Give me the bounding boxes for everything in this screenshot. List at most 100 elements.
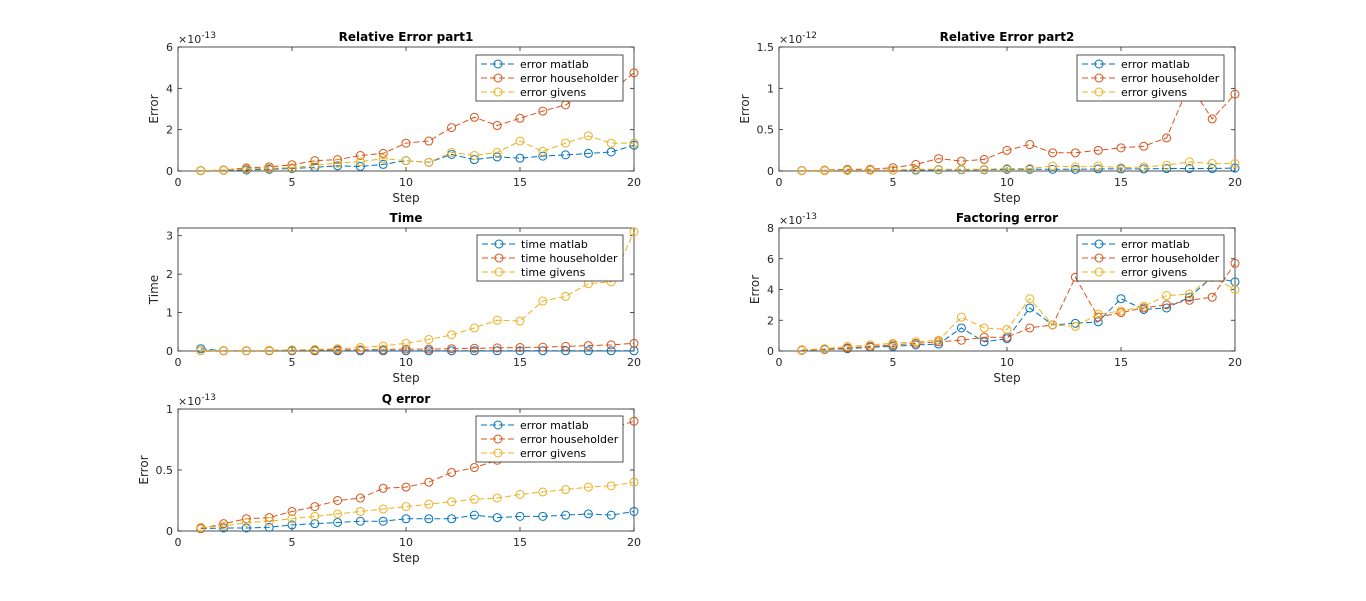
chart-relative-error-part1-xlabel: Step <box>392 191 419 205</box>
chart-q-error-legend-swatch-marker <box>493 434 503 444</box>
chart-q-error-xtick-label: 10 <box>399 536 413 549</box>
chart-factoring-error-point-givens <box>1116 306 1126 316</box>
chart-time-point-givens <box>333 344 343 354</box>
chart-time-legend-entry: time givens <box>521 266 586 279</box>
chart-q-error-xtick-label: 15 <box>513 536 527 549</box>
chart-q-error-point-householder <box>469 463 479 473</box>
chart-relative-error-part2-point-householder <box>1139 141 1149 151</box>
chart-relative-error-part1-point-householder <box>515 113 525 123</box>
chart-relative-error-part2-point-matlab <box>1070 164 1080 174</box>
chart-factoring-error-point-householder <box>1093 312 1103 322</box>
chart-relative-error-part2-legend-entry: error householder <box>1121 72 1220 85</box>
chart-factoring-error-ytick-label: 0 <box>767 345 774 358</box>
chart-factoring-error-xtick-label: 5 <box>890 356 897 369</box>
chart-time-point-householder <box>355 345 365 355</box>
chart-relative-error-part2-point-givens <box>865 165 875 175</box>
chart-relative-error-part1-point-givens <box>447 147 457 157</box>
chart-relative-error-part1-exponent-label: ×10-13 <box>178 31 216 46</box>
chart-time-point-householder <box>606 340 616 350</box>
chart-relative-error-part2-ytick-label: 0 <box>767 165 774 178</box>
chart-relative-error-part2-point-givens <box>1230 159 1240 169</box>
chart-relative-error-part1-point-householder <box>424 136 434 146</box>
chart-relative-error-part1-ytick-label: 6 <box>166 41 173 54</box>
chart-factoring-error-xtick-label: 0 <box>776 356 783 369</box>
chart-relative-error-part1-point-givens <box>355 157 365 167</box>
chart-factoring-error-point-givens <box>934 335 944 345</box>
chart-relative-error-part1-point-matlab <box>583 148 593 158</box>
chart-relative-error-part2-point-householder <box>1207 114 1217 124</box>
chart-factoring-error-point-matlab <box>956 323 966 333</box>
chart-relative-error-part1-point-matlab <box>561 150 571 160</box>
chart-relative-error-part2-xtick-label: 0 <box>776 176 783 189</box>
chart-factoring-error-point-givens <box>1002 324 1012 334</box>
chart-q-error: 0 5 10 15 20 0 0.5 1 ×10-13 Q error Step Error error… <box>137 392 641 565</box>
chart-time-point-givens <box>424 334 434 344</box>
chart-time-legend-entry: time householder <box>521 252 618 265</box>
chart-q-error-point-givens <box>606 481 616 491</box>
chart-factoring-error-point-givens <box>1025 294 1035 304</box>
chart-relative-error-part1-point-givens <box>241 164 251 174</box>
chart-relative-error-part1-point-matlab <box>538 151 548 161</box>
chart-relative-error-part1-point-givens <box>583 131 593 141</box>
chart-relative-error-part1-point-matlab <box>629 140 639 150</box>
chart-time-xtick-label: 0 <box>175 356 182 369</box>
chart-time-point-householder <box>629 338 639 348</box>
chart-relative-error-part1-point-givens <box>538 146 548 156</box>
chart-relative-error-part1-point-givens <box>469 151 479 160</box>
chart-q-error-point-matlab <box>287 520 297 530</box>
chart-relative-error-part1-point-matlab <box>310 162 320 172</box>
chart-relative-error-part2-exponent-label: ×10-12 <box>779 31 817 46</box>
chart-factoring-error-xtick-label: 15 <box>1114 356 1128 369</box>
chart-q-error-point-givens <box>241 517 251 527</box>
chart-relative-error-part2-point-matlab <box>1048 164 1058 174</box>
chart-factoring-error-point-givens <box>1048 320 1058 330</box>
chart-relative-error-part2-ytick-label: 0.5 <box>757 124 775 137</box>
chart-relative-error-part2-legend-swatch-marker <box>1094 87 1104 97</box>
chart-time-point-givens <box>219 346 229 356</box>
chart-relative-error-part2-point-givens <box>1093 161 1103 171</box>
chart-relative-error-part2-legend-entry: error matlab <box>1121 58 1190 71</box>
chart-relative-error-part2-point-givens <box>820 166 830 176</box>
chart-q-error-xlabel: Step <box>392 551 419 565</box>
chart-relative-error-part1-point-givens <box>219 165 229 175</box>
chart-q-error-point-matlab <box>401 514 411 524</box>
chart-factoring-error-ytick-label: 2 <box>767 314 774 327</box>
chart-relative-error-part2-point-givens <box>1184 157 1194 167</box>
chart-q-error-xtick-label: 20 <box>627 536 641 549</box>
chart-q-error-point-givens <box>219 521 229 531</box>
chart-time-ytick-label: 3 <box>166 230 173 243</box>
chart-time-point-givens <box>310 344 320 354</box>
chart-relative-error-part2-point-givens <box>888 165 898 175</box>
chart-q-error-point-matlab <box>310 519 320 529</box>
chart-factoring-error-point-matlab <box>1184 292 1194 302</box>
chart-factoring-error-xtick-label: 20 <box>1228 356 1242 369</box>
chart-relative-error-part1-point-givens <box>606 138 616 148</box>
chart-relative-error-part2-legend-swatch-marker <box>1094 59 1104 69</box>
chart-relative-error-part1-series-givens <box>196 131 639 176</box>
chart-factoring-error-point-givens <box>1070 321 1080 331</box>
chart-q-error-ytick-label: 0.5 <box>156 464 174 477</box>
chart-q-error-point-householder <box>424 477 434 487</box>
chart-relative-error-part1-legend-swatch-marker <box>493 87 503 97</box>
chart-relative-error-part1-point-householder <box>492 121 502 131</box>
chart-q-error-point-givens <box>196 522 206 532</box>
chart-time-point-householder <box>401 344 411 354</box>
chart-q-error-point-givens <box>492 493 502 503</box>
chart-time-point-givens <box>264 345 274 355</box>
chart-relative-error-part1-point-givens <box>333 158 343 168</box>
chart-time-point-householder <box>378 344 388 354</box>
chart-q-error-point-matlab <box>333 517 343 527</box>
chart-q-error-point-givens <box>310 511 320 521</box>
chart-factoring-error-xlabel: Step <box>993 371 1020 385</box>
chart-relative-error-part1-point-givens <box>561 138 571 148</box>
chart-q-error-point-matlab <box>378 516 388 526</box>
chart-relative-error-part1-xtick-label: 15 <box>513 176 527 189</box>
chart-q-error-point-givens <box>561 485 571 495</box>
chart-relative-error-part2-point-givens <box>979 164 989 174</box>
chart-time-xtick-label: 15 <box>513 356 527 369</box>
chart-q-error-legend-entry: error matlab <box>520 419 589 432</box>
